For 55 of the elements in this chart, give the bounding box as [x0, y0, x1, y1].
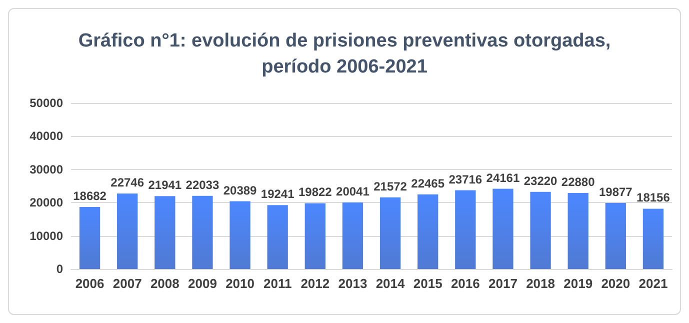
- x-tick-label: 2010: [226, 276, 254, 291]
- data-label: 19241: [260, 187, 295, 202]
- data-label: 22465: [411, 176, 445, 190]
- bar: [267, 205, 288, 269]
- bar: [79, 206, 100, 269]
- bar: [192, 196, 213, 269]
- data-label: 18156: [636, 190, 670, 205]
- x-tick-label: 2018: [526, 276, 555, 291]
- bar: [154, 196, 176, 269]
- x-tick-label: 2011: [263, 276, 292, 291]
- y-tick-label: 10000: [30, 228, 64, 243]
- x-tick-label: 2013: [338, 276, 368, 291]
- data-label: 21941: [148, 178, 182, 192]
- data-label: 20041: [336, 184, 370, 198]
- y-tick-label: 30000: [30, 162, 64, 176]
- y-tick-label: 20000: [30, 196, 64, 210]
- x-tick-label: 2012: [300, 276, 330, 291]
- bar: [380, 197, 401, 269]
- x-tick-label: 2016: [450, 276, 480, 291]
- bar: [230, 201, 250, 269]
- bar: [304, 203, 326, 269]
- data-label: 19877: [598, 185, 633, 200]
- chart-title: Gráfico n°1: evolución de prisiones preventivas otorgadas, período 2006-2021: [78, 30, 611, 78]
- bar: [418, 194, 438, 269]
- x-tick-label: 2017: [488, 276, 518, 291]
- bar: [342, 202, 364, 269]
- x-tick-label: 2014: [376, 276, 406, 291]
- bar: [568, 193, 588, 269]
- y-tick-label: 40000: [30, 129, 64, 144]
- data-label: 23716: [448, 172, 482, 186]
- x-tick-label: 2006: [75, 276, 104, 291]
- data-label: 18682: [73, 188, 107, 203]
- data-label: 22880: [561, 175, 596, 190]
- bar: [492, 188, 514, 269]
- x-tick-label: 2020: [601, 276, 630, 291]
- data-label: 20389: [223, 183, 258, 198]
- x-tick-label: 2008: [150, 276, 180, 291]
- x-tick-label: 2015: [413, 276, 442, 291]
- x-tick-label: 2007: [112, 276, 142, 291]
- data-label: 21572: [374, 179, 408, 194]
- data-label: 23220: [524, 174, 558, 188]
- data-label: 24161: [486, 170, 520, 185]
- bar: [530, 192, 551, 269]
- bar: [642, 208, 664, 269]
- x-tick-label: 2019: [564, 276, 593, 291]
- x-tick-label: 2021: [638, 276, 668, 291]
- y-tick-label: 0: [56, 262, 64, 276]
- data-label: 22746: [110, 175, 144, 190]
- bar: [117, 193, 138, 269]
- bar: [605, 203, 626, 269]
- bar: [455, 190, 476, 269]
- data-label: 22033: [186, 178, 220, 192]
- x-tick-label: 2009: [188, 276, 217, 291]
- data-label: 19822: [298, 185, 332, 200]
- y-tick-label: 50000: [30, 96, 64, 110]
